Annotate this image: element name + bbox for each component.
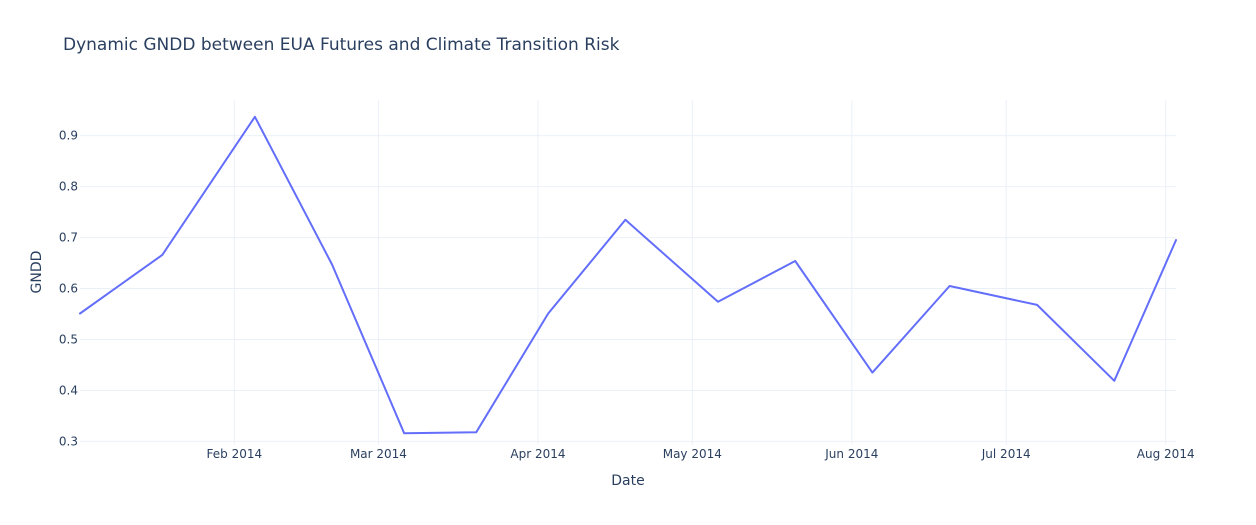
y-tick-label: 0.3 bbox=[59, 434, 78, 448]
x-tick-label: Jun 2014 bbox=[824, 447, 878, 461]
y-tick-label: 0.6 bbox=[59, 282, 78, 296]
y-tick-label: 0.4 bbox=[59, 383, 78, 397]
x-tick-label: Jul 2014 bbox=[981, 447, 1031, 461]
y-tick-label: 0.7 bbox=[59, 231, 78, 245]
x-tick-label: Mar 2014 bbox=[350, 447, 407, 461]
y-axis-title: GNDD bbox=[29, 251, 45, 294]
y-axis-ticks: 0.3 0.4 0.5 0.6 0.7 0.8 0.9 bbox=[59, 129, 78, 449]
grid-lines bbox=[80, 100, 1176, 445]
y-tick-label: 0.9 bbox=[59, 129, 78, 143]
y-tick-label: 0.8 bbox=[59, 180, 78, 194]
x-tick-label: Feb 2014 bbox=[207, 447, 263, 461]
series-line bbox=[79, 115, 1177, 435]
x-axis-ticks: Feb 2014 Mar 2014 Apr 2014 May 2014 Jun 2014… bbox=[207, 447, 1195, 461]
x-tick-label: Aug 2014 bbox=[1137, 447, 1195, 461]
series-layer bbox=[79, 115, 1177, 435]
x-tick-label: Apr 2014 bbox=[510, 447, 565, 461]
chart-title: Dynamic GNDD between EUA Futures and Cli… bbox=[63, 35, 620, 55]
x-axis-title: Date bbox=[611, 473, 644, 489]
y-tick-label: 0.5 bbox=[59, 333, 78, 347]
x-tick-label: May 2014 bbox=[663, 447, 722, 461]
